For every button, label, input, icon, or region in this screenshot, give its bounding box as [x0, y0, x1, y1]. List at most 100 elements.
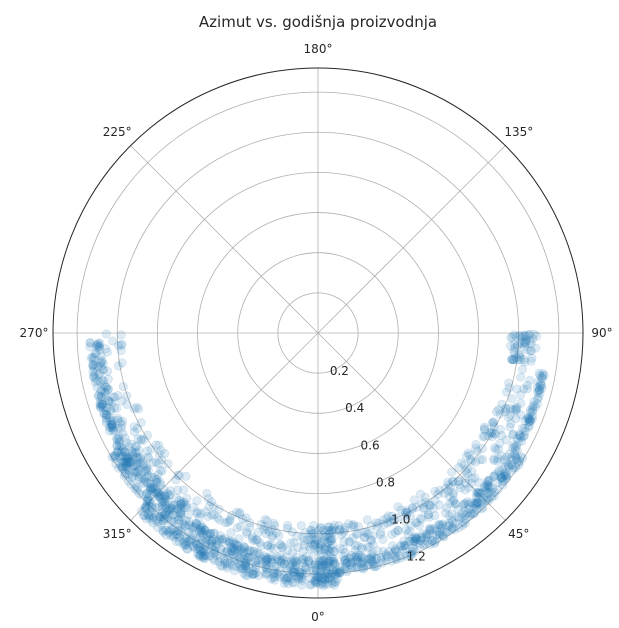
scatter-point — [347, 562, 357, 572]
scatter-point — [166, 503, 176, 513]
theta-tick-label-90: 90° — [591, 326, 612, 340]
scatter-point — [324, 545, 334, 555]
scatter-point — [126, 479, 136, 489]
scatter-point — [503, 412, 513, 422]
scatter-point — [262, 564, 272, 574]
scatter-point — [291, 560, 301, 570]
scatter-point — [320, 544, 330, 554]
scatter-point — [134, 474, 144, 484]
scatter-point — [396, 542, 406, 552]
scatter-point — [396, 553, 406, 563]
scatter-point — [101, 388, 111, 398]
scatter-point — [226, 542, 236, 552]
scatter-point — [497, 473, 507, 483]
scatter-point — [378, 546, 388, 556]
scatter-point — [164, 527, 174, 537]
scatter-point — [318, 530, 328, 540]
scatter-point — [316, 563, 326, 573]
scatter-point — [100, 392, 110, 402]
scatter-point — [306, 525, 316, 535]
scatter-point — [316, 566, 326, 576]
scatter-point — [527, 353, 537, 363]
scatter-point — [462, 509, 472, 519]
scatter-point — [411, 532, 421, 542]
scatter-point — [163, 505, 173, 515]
scatter-point — [371, 553, 381, 563]
scatter-point — [110, 392, 120, 402]
scatter-point — [94, 341, 104, 351]
scatter-point — [448, 488, 458, 498]
scatter-point — [134, 445, 144, 455]
scatter-point — [369, 561, 379, 571]
scatter-point — [368, 549, 378, 559]
scatter-point — [340, 555, 350, 565]
scatter-point — [145, 502, 155, 512]
scatter-point — [416, 532, 426, 542]
scatter-point — [507, 354, 517, 364]
scatter-point — [473, 487, 483, 497]
scatter-point — [416, 535, 426, 545]
scatter-point — [129, 404, 139, 414]
scatter-point — [118, 428, 128, 438]
scatter-point — [92, 339, 102, 349]
scatter-point — [210, 546, 220, 556]
scatter-point — [503, 460, 513, 470]
scatter-point — [527, 411, 537, 421]
scatter-point — [510, 339, 520, 349]
scatter-point — [454, 477, 464, 487]
scatter-point — [192, 539, 202, 549]
scatter-point — [243, 562, 253, 572]
scatter-point — [331, 567, 341, 577]
scatter-point — [327, 526, 337, 536]
scatter-point — [495, 424, 505, 434]
scatter-point — [251, 558, 261, 568]
scatter-point — [306, 579, 316, 589]
scatter-point — [326, 556, 336, 566]
scatter-point — [455, 483, 465, 493]
scatter-point — [309, 550, 319, 560]
scatter-point — [304, 557, 314, 567]
scatter-point — [480, 496, 490, 506]
scatter-point — [504, 383, 514, 393]
scatter-point — [393, 525, 403, 535]
scatter-point — [310, 562, 320, 572]
scatter-point — [236, 564, 246, 574]
scatter-point — [505, 422, 515, 432]
scatter-point — [519, 384, 529, 394]
scatter-point — [474, 488, 484, 498]
scatter-point — [352, 555, 362, 565]
scatter-point — [387, 530, 397, 540]
scatter-point — [520, 338, 530, 348]
scatter-point — [141, 465, 151, 475]
scatter-point — [134, 454, 144, 464]
scatter-point — [311, 578, 321, 588]
scatter-point — [180, 521, 190, 531]
scatter-point — [160, 497, 170, 507]
scatter-point — [193, 539, 203, 549]
scatter-point — [274, 556, 284, 566]
scatter-point — [526, 407, 536, 417]
scatter-point — [113, 415, 123, 425]
scatter-point — [156, 490, 166, 500]
scatter-point — [325, 547, 335, 557]
scatter-point — [350, 541, 360, 551]
scatter-point — [356, 563, 366, 573]
scatter-point — [107, 420, 117, 430]
scatter-point — [131, 481, 141, 491]
scatter-point — [387, 541, 397, 551]
scatter-point — [486, 428, 496, 438]
scatter-point — [253, 527, 263, 537]
scatter-point — [474, 477, 484, 487]
scatter-point — [323, 522, 333, 532]
scatter-point — [115, 436, 125, 446]
scatter-point — [128, 448, 138, 458]
scatter-point — [103, 374, 113, 384]
scatter-point — [262, 554, 272, 564]
scatter-point — [350, 563, 360, 573]
scatter-point — [266, 540, 276, 550]
scatter-point — [183, 544, 193, 554]
scatter-point — [195, 550, 205, 560]
scatter-point — [261, 555, 271, 565]
scatter-point — [393, 526, 403, 536]
scatter-point — [511, 414, 521, 424]
